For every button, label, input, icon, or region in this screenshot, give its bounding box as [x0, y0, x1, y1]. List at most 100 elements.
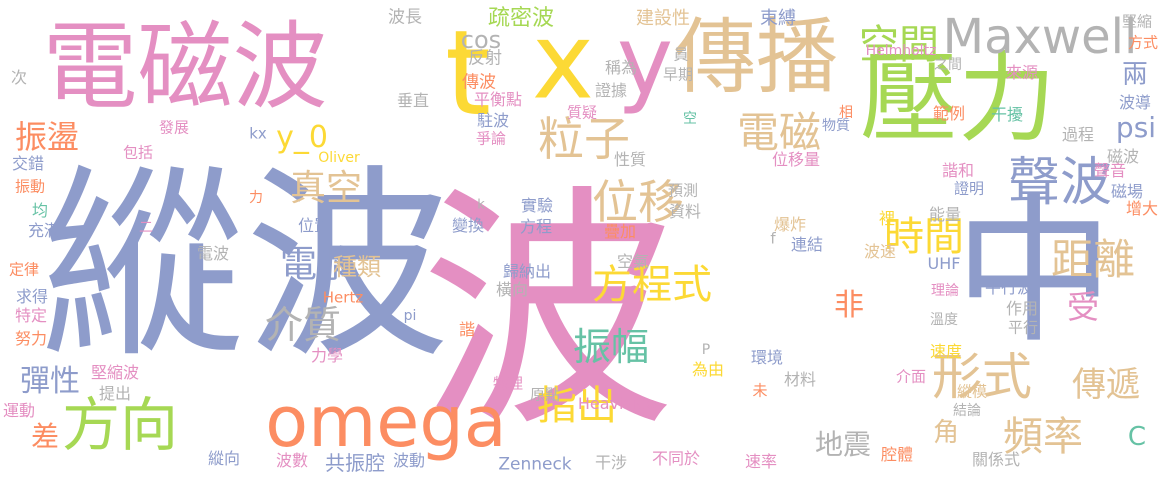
- cloud-word-29: 振盪: [14, 118, 80, 156]
- cloud-word-17: 位移: [592, 175, 684, 229]
- cloud-word-p: P: [701, 342, 711, 358]
- cloud-word-11: 方向: [61, 391, 179, 459]
- cloud-word-63: 爭論: [475, 129, 507, 148]
- cloud-word-22: 振幅: [572, 325, 650, 369]
- cloud-word-21: 時間: [884, 214, 964, 260]
- cloud-word-50: 證據: [594, 81, 628, 100]
- cloud-word-58: 次: [10, 68, 28, 87]
- cloud-word-55: 來源: [1005, 63, 1039, 82]
- cloud-word-60: 平衡點: [473, 90, 523, 109]
- cloud-word-106: 求得: [15, 287, 49, 306]
- cloud-word-101: 疊加: [603, 222, 637, 241]
- cloud-word-57: 方式: [1127, 33, 1159, 52]
- cloud-word-87: 力: [249, 190, 263, 206]
- cloud-word-89: 充滿: [27, 221, 61, 240]
- cloud-word-48: 傳波: [462, 72, 496, 93]
- cloud-word-64: 空: [683, 111, 697, 127]
- cloud-word-102: 定律: [8, 260, 40, 279]
- cloud-word-t: t: [444, 4, 492, 142]
- cloud-word-46: 波長: [388, 7, 422, 28]
- cloud-word-66: 物質: [822, 118, 850, 134]
- cloud-word-141: 不同於: [651, 449, 701, 468]
- cloud-word-2: 波: [420, 164, 676, 462]
- cloud-word-77: 交錯: [11, 154, 45, 173]
- cloud-word-9: 壓力: [859, 42, 1057, 156]
- cloud-word-137: 波數: [275, 451, 309, 470]
- cloud-word-138: 波動: [392, 451, 426, 470]
- cloud-word-126: 物理: [492, 374, 524, 393]
- cloud-word-76: 位移量: [771, 150, 821, 169]
- cloud-word-61: 質疑: [566, 103, 598, 122]
- cloud-word-115: 平行: [1007, 318, 1039, 337]
- cloud-word-36: 地震: [814, 428, 872, 461]
- cloud-word-73: 包括: [122, 143, 154, 162]
- cloud-word-51: 員: [673, 45, 689, 64]
- cloud-word-70: 波導: [1118, 93, 1152, 112]
- cloud-word-37: 角: [932, 418, 960, 448]
- cloud-word-15: 電磁: [736, 108, 822, 157]
- cloud-word-119: 努力: [14, 329, 48, 348]
- cloud-word-90: 二: [139, 220, 153, 236]
- cloud-word-71: 發展: [158, 118, 190, 137]
- cloud-word-24: 頻率: [1003, 414, 1083, 460]
- cloud-word-26: 電漿: [280, 242, 354, 286]
- cloud-word-123: 速度: [929, 342, 963, 361]
- cloud-word-56: 堅縮: [1121, 12, 1153, 31]
- cloud-word-13: 聲波: [1007, 153, 1113, 213]
- cloud-word-pi: pi: [403, 308, 417, 324]
- cloud-word-1: 縱波: [40, 148, 450, 387]
- cloud-word-86: 增大: [1125, 199, 1159, 218]
- cloud-word-20: 距離: [1050, 235, 1136, 284]
- cloud-word-97: 能量: [928, 205, 962, 224]
- cloud-word-68: 干擾: [990, 105, 1024, 124]
- cloud-word-31: 兩: [1121, 60, 1149, 90]
- cloud-word-83: 聲音: [1093, 161, 1127, 180]
- cloud-word-34: 非: [834, 288, 864, 323]
- cloud-word-135: 結論: [953, 403, 981, 419]
- cloud-word-54: 之間: [934, 57, 962, 73]
- cloud-word-59: 垂直: [396, 91, 430, 110]
- cloud-word-116: 溫度: [930, 312, 958, 328]
- cloud-word-cos: cos: [460, 26, 502, 54]
- cloud-word-85: 磁場: [1110, 182, 1144, 201]
- cloud-word-helmholtz: Helmholtz: [865, 43, 937, 59]
- cloud-word-144: 關係式: [971, 450, 1021, 469]
- cloud-word-65: 相: [839, 105, 853, 121]
- cloud-word-uhf: UHF: [927, 254, 961, 273]
- cloud-word-52: 早期: [662, 65, 694, 84]
- cloud-word-88: 均: [31, 201, 49, 220]
- cloud-word-23: 指出: [537, 383, 617, 429]
- cloud-word-49: 稱為: [604, 58, 638, 77]
- cloud-word-maxwell: Maxwell: [942, 9, 1138, 65]
- cloud-word-140: 干涉: [594, 453, 628, 472]
- cloud-word-27: 介質: [264, 303, 342, 347]
- cloud-word-14: 粒子: [538, 112, 630, 166]
- cloud-word-zenneck: Zenneck: [498, 454, 572, 475]
- cloud-word-93: 爆炸: [773, 215, 807, 234]
- cloud-word-133: 運動: [2, 401, 36, 420]
- cloud-word-omega: omega: [265, 381, 507, 463]
- cloud-word-69: 過程: [1061, 125, 1095, 144]
- cloud-word-110: 理論: [931, 283, 959, 299]
- cloud-word-84: 磁波: [1106, 147, 1140, 166]
- cloud-word-42: 種類: [333, 253, 381, 281]
- cloud-word-136: 縱向: [207, 449, 241, 468]
- cloud-word-28: 真空: [289, 168, 363, 209]
- cloud-word-143: 腔體: [880, 445, 914, 464]
- cloud-word-4: 電磁波: [42, 12, 328, 123]
- cloud-word-32: 彈性: [20, 364, 80, 399]
- cloud-word-8: 傳播: [673, 10, 839, 105]
- cloud-word-75: 性質: [613, 150, 647, 169]
- cloud-word-112: 橫向: [495, 280, 529, 299]
- cloud-word-psi: psi: [1115, 111, 1157, 144]
- cloud-word-44: 建設性: [636, 8, 690, 29]
- cloud-word-67: 範例: [932, 104, 966, 123]
- cloud-word-19: 形式: [932, 348, 1032, 406]
- cloud-word-78: 振動: [14, 177, 46, 196]
- cloud-word-41: 疏密波: [487, 6, 555, 31]
- cloud-word-96: 裡: [878, 209, 896, 228]
- cloud-word-114: 作用: [1005, 299, 1039, 318]
- cloud-word-f: f: [770, 229, 776, 248]
- cloud-word-43: 共振腔: [325, 451, 385, 475]
